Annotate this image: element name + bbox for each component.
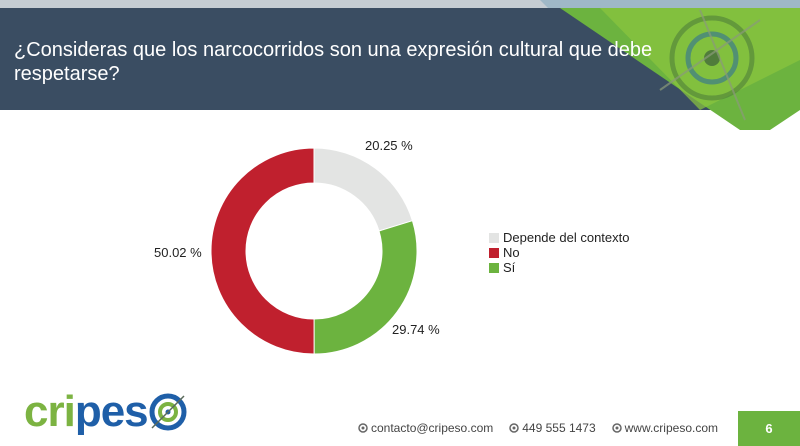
data-label-si: 29.74 % [392,322,440,337]
top-strip [0,0,800,8]
logo-text-pes: pes [74,387,149,436]
phone-text: 449 555 1473 [522,421,596,435]
donut-slice-depende [313,147,414,232]
legend-swatch [489,262,499,273]
legend-label: No [503,245,520,260]
legend-label: Depende del contexto [503,230,630,245]
header-decoration [540,0,800,130]
legend-label: Sí [503,260,516,275]
legend-swatch [489,247,499,258]
target-icon [611,423,622,433]
target-icon [358,423,368,433]
footer-phone: 449 555 1473 [509,421,596,435]
chart-legend: Depende del contexto No Sí [489,230,629,275]
page-title: ¿Consideras que los narcocorridos son un… [14,39,653,85]
target-icon [509,423,519,433]
donut-slice-no [210,147,315,355]
page-number: 6 [765,421,773,436]
legend-item-si: Sí [489,260,629,275]
cripeso-logo: cri pes [24,387,188,436]
footer-contact: contacto@cripeso.com 449 555 1473 www.cr… [358,421,734,435]
logo-text-cri: cri [24,387,76,436]
footer-email: contacto@cripeso.com [358,421,493,435]
legend-swatch [489,232,499,243]
legend-item-depende: Depende del contexto [489,230,629,245]
page-number-box: 6 [738,411,800,446]
legend-item-no: No [489,245,629,260]
data-label-no: 50.02 % [154,245,202,260]
target-icon [149,393,187,431]
data-label-depende: 20.25 % [365,138,413,153]
footer-website: www.cripeso.com [611,421,718,435]
website-link[interactable]: www.cripeso.com [624,421,718,435]
email-link[interactable]: contacto@cripeso.com [371,421,494,435]
